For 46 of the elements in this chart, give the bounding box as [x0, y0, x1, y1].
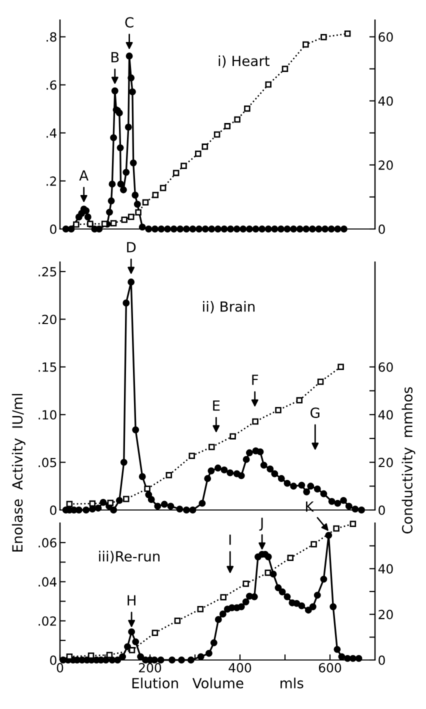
annotation: A	[79, 170, 88, 180]
y2-tick-label: 40	[378, 410, 393, 420]
annotation: F	[252, 374, 258, 385]
text: i) Heart	[218, 55, 270, 68]
y2-axis-title: Conductivity mmhos	[402, 387, 416, 534]
x-tick-label: 0	[56, 663, 64, 672]
y2-tick-label: 40	[378, 96, 393, 106]
y-tick-label: .8	[46, 32, 56, 42]
y2-tick-label: 20	[378, 458, 393, 468]
y-tick-label: .04	[38, 577, 57, 587]
annotation: D	[127, 242, 136, 252]
y-tick-label: .20	[38, 314, 56, 324]
y-tick-label: 0	[50, 224, 56, 234]
y-tick-label: .25	[38, 267, 56, 276]
y-tick-label: .06	[38, 538, 56, 548]
y-tick-label: .02	[38, 616, 56, 626]
y2-tick-label: 0	[378, 505, 385, 515]
annotation: I	[229, 534, 231, 545]
y-tick-label: 0	[50, 655, 56, 665]
y-tick-label: .2	[46, 176, 56, 186]
annotation: G	[310, 408, 320, 418]
x-tick-label: 600	[318, 663, 342, 672]
y-tick-label: .6	[46, 80, 56, 90]
y-tick-label: 0	[50, 505, 56, 515]
y2-tick-label: 20	[378, 160, 393, 170]
y-tick-label: .4	[46, 128, 57, 138]
text: iii)Re-run	[99, 550, 160, 564]
y2-tick-label: 60	[378, 32, 393, 42]
annotation: J	[259, 518, 263, 531]
annotation: C	[125, 17, 134, 28]
y2-tick-label: 0	[378, 655, 385, 665]
y2-tick-label: 20	[378, 610, 393, 620]
x-tick-label: 400	[228, 663, 252, 672]
x-axis-title: Elution Volume mls	[132, 678, 304, 688]
y2-tick-label: 60	[378, 362, 393, 372]
y2-tick-label: 40	[378, 564, 393, 574]
text: ii) Brain	[203, 301, 255, 314]
x-tick-label: 200	[138, 663, 162, 672]
annotation: H	[128, 595, 136, 606]
annotation: B	[112, 52, 119, 62]
y-tick-label: .05	[38, 458, 56, 468]
y-tick-label: .15	[38, 362, 56, 372]
annotation: E	[213, 400, 220, 411]
y-tick-label: .10	[38, 410, 56, 420]
y-axis-title: Enolase Activity IU/ml	[12, 394, 26, 552]
y2-tick-label: 0	[378, 224, 385, 234]
